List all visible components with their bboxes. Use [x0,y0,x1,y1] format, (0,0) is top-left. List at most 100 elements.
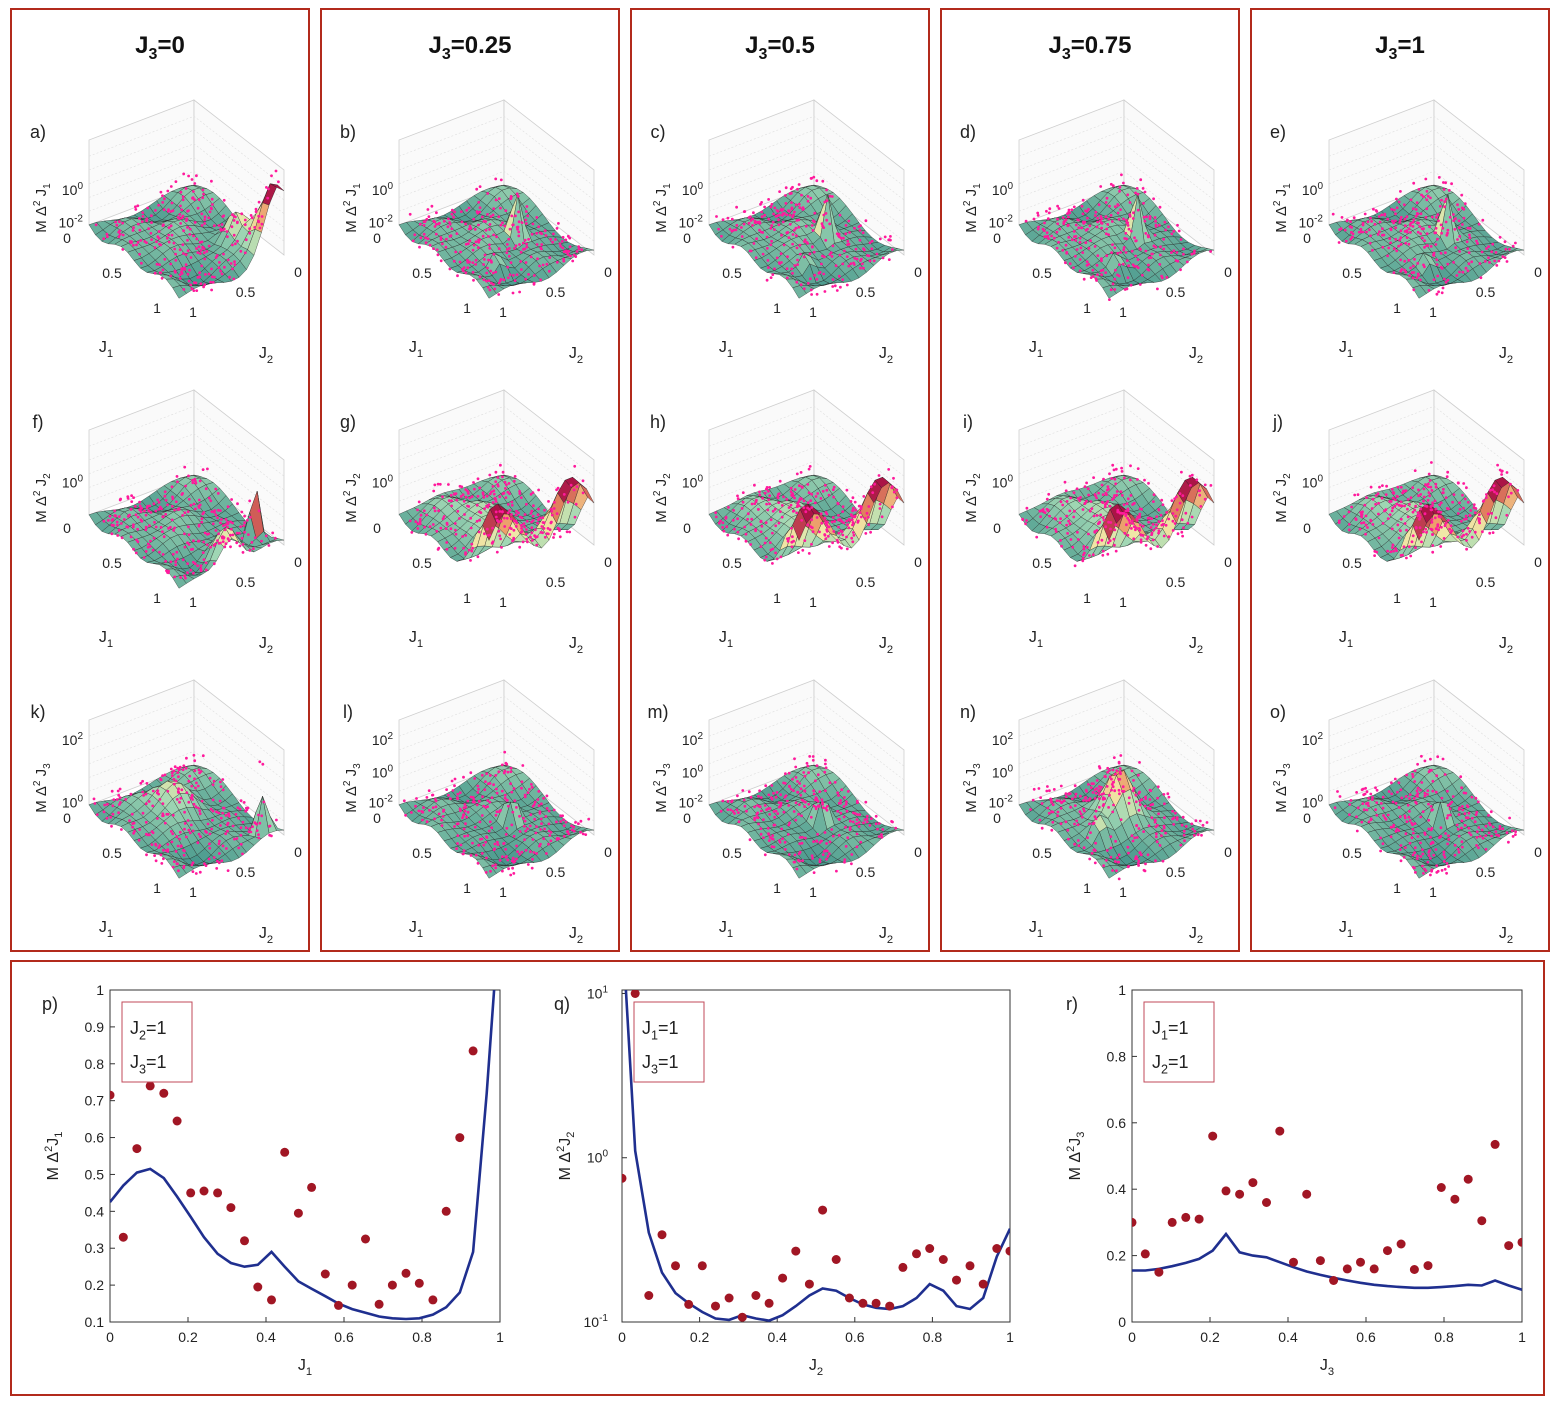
sample-point [222,214,226,218]
sample-point [1144,249,1148,253]
sample-point [216,492,220,495]
sample-point [486,534,490,537]
sample-point [221,811,225,815]
sample-point [485,494,489,498]
j1-tick-label: 0 [683,520,691,536]
sample-point [192,289,196,292]
sample-point [852,506,855,510]
sample-point [730,800,733,804]
sample-point [851,509,854,513]
sample-point [505,483,508,487]
sample-point [579,819,583,823]
sample-point [1048,207,1052,211]
sample-point [223,265,226,269]
sample-point [547,822,551,826]
sample-point [861,262,864,266]
sample-point [177,869,180,873]
sample-point [859,266,862,270]
sample-point [561,246,565,250]
sample-point [745,809,748,813]
sample-point [737,820,741,824]
sample-point [508,533,512,536]
sample-point [1110,251,1113,255]
sample-point [766,259,770,262]
sample-point [818,858,822,862]
sample-point [538,810,542,813]
sample-point [404,813,407,817]
sample-point [226,235,229,239]
z-tick-base: 10 [372,182,388,198]
sample-point [749,219,753,222]
sample-point [833,520,837,523]
j1-tick-label: 0.5 [722,555,742,571]
j2-axis-title-main: J [879,345,887,362]
sample-point [453,546,457,550]
sample-point [814,796,818,799]
sample-point [785,213,789,217]
sample-point [1146,268,1150,271]
sample-point [1160,274,1163,278]
sample-point [521,764,525,767]
sample-point [189,283,193,287]
sample-point [192,753,196,757]
sample-point [174,779,178,783]
j1-axis-title: J1 [719,919,733,940]
sample-point [416,508,419,512]
sample-point [1145,215,1149,219]
sample-point [165,236,169,240]
sample-point [824,238,828,242]
sample-point [483,253,487,257]
sample-point [1064,243,1068,247]
j2-tick-label: 0 [1224,264,1232,280]
sample-point [808,755,812,758]
sample-point [445,788,448,791]
sample-point [108,514,112,518]
sample-point [487,258,490,262]
surface-patch [482,285,497,299]
j1-axis-title-main: J [409,919,417,936]
sample-point [163,257,167,261]
sample-point [807,771,810,774]
column-title: J3=0.5 [632,32,928,64]
j1-tick-label: 1 [773,300,781,316]
sample-point [431,806,435,809]
column-title-rest: =0.25 [450,32,512,59]
sample-point [183,532,186,536]
sample-point [788,192,792,195]
sample-point [855,822,859,825]
sample-point [727,506,730,509]
sample-point [514,513,518,517]
j1-tick-label: 0 [63,520,71,536]
j1-axis-title-main: J [719,629,727,646]
sample-point [559,820,563,823]
sample-point [414,804,417,808]
sample-point [511,223,515,227]
sample-point [777,801,781,804]
sample-point [188,831,192,835]
sample-point [166,848,170,852]
sample-point [462,849,466,853]
sample-point [425,796,429,799]
sample-point [1091,268,1095,272]
sample-point [505,855,508,858]
sample-point [452,215,455,219]
sample-point [148,545,152,548]
sample-point [831,834,835,838]
sample-point [754,256,758,259]
sample-point [198,812,202,816]
sample-point [190,178,194,181]
sample-point [153,854,157,857]
sample-point [450,499,453,503]
sample-point [207,532,211,536]
sample-point [488,228,491,231]
sample-point [434,805,438,809]
sample-point [498,495,502,499]
sample-point [494,198,498,202]
sample-point [839,811,843,815]
sample-point [490,281,493,285]
sample-point [483,788,487,792]
j1-axis-title: J1 [719,339,733,360]
sample-point [170,504,174,508]
z-tick-label: 100 [682,474,704,491]
